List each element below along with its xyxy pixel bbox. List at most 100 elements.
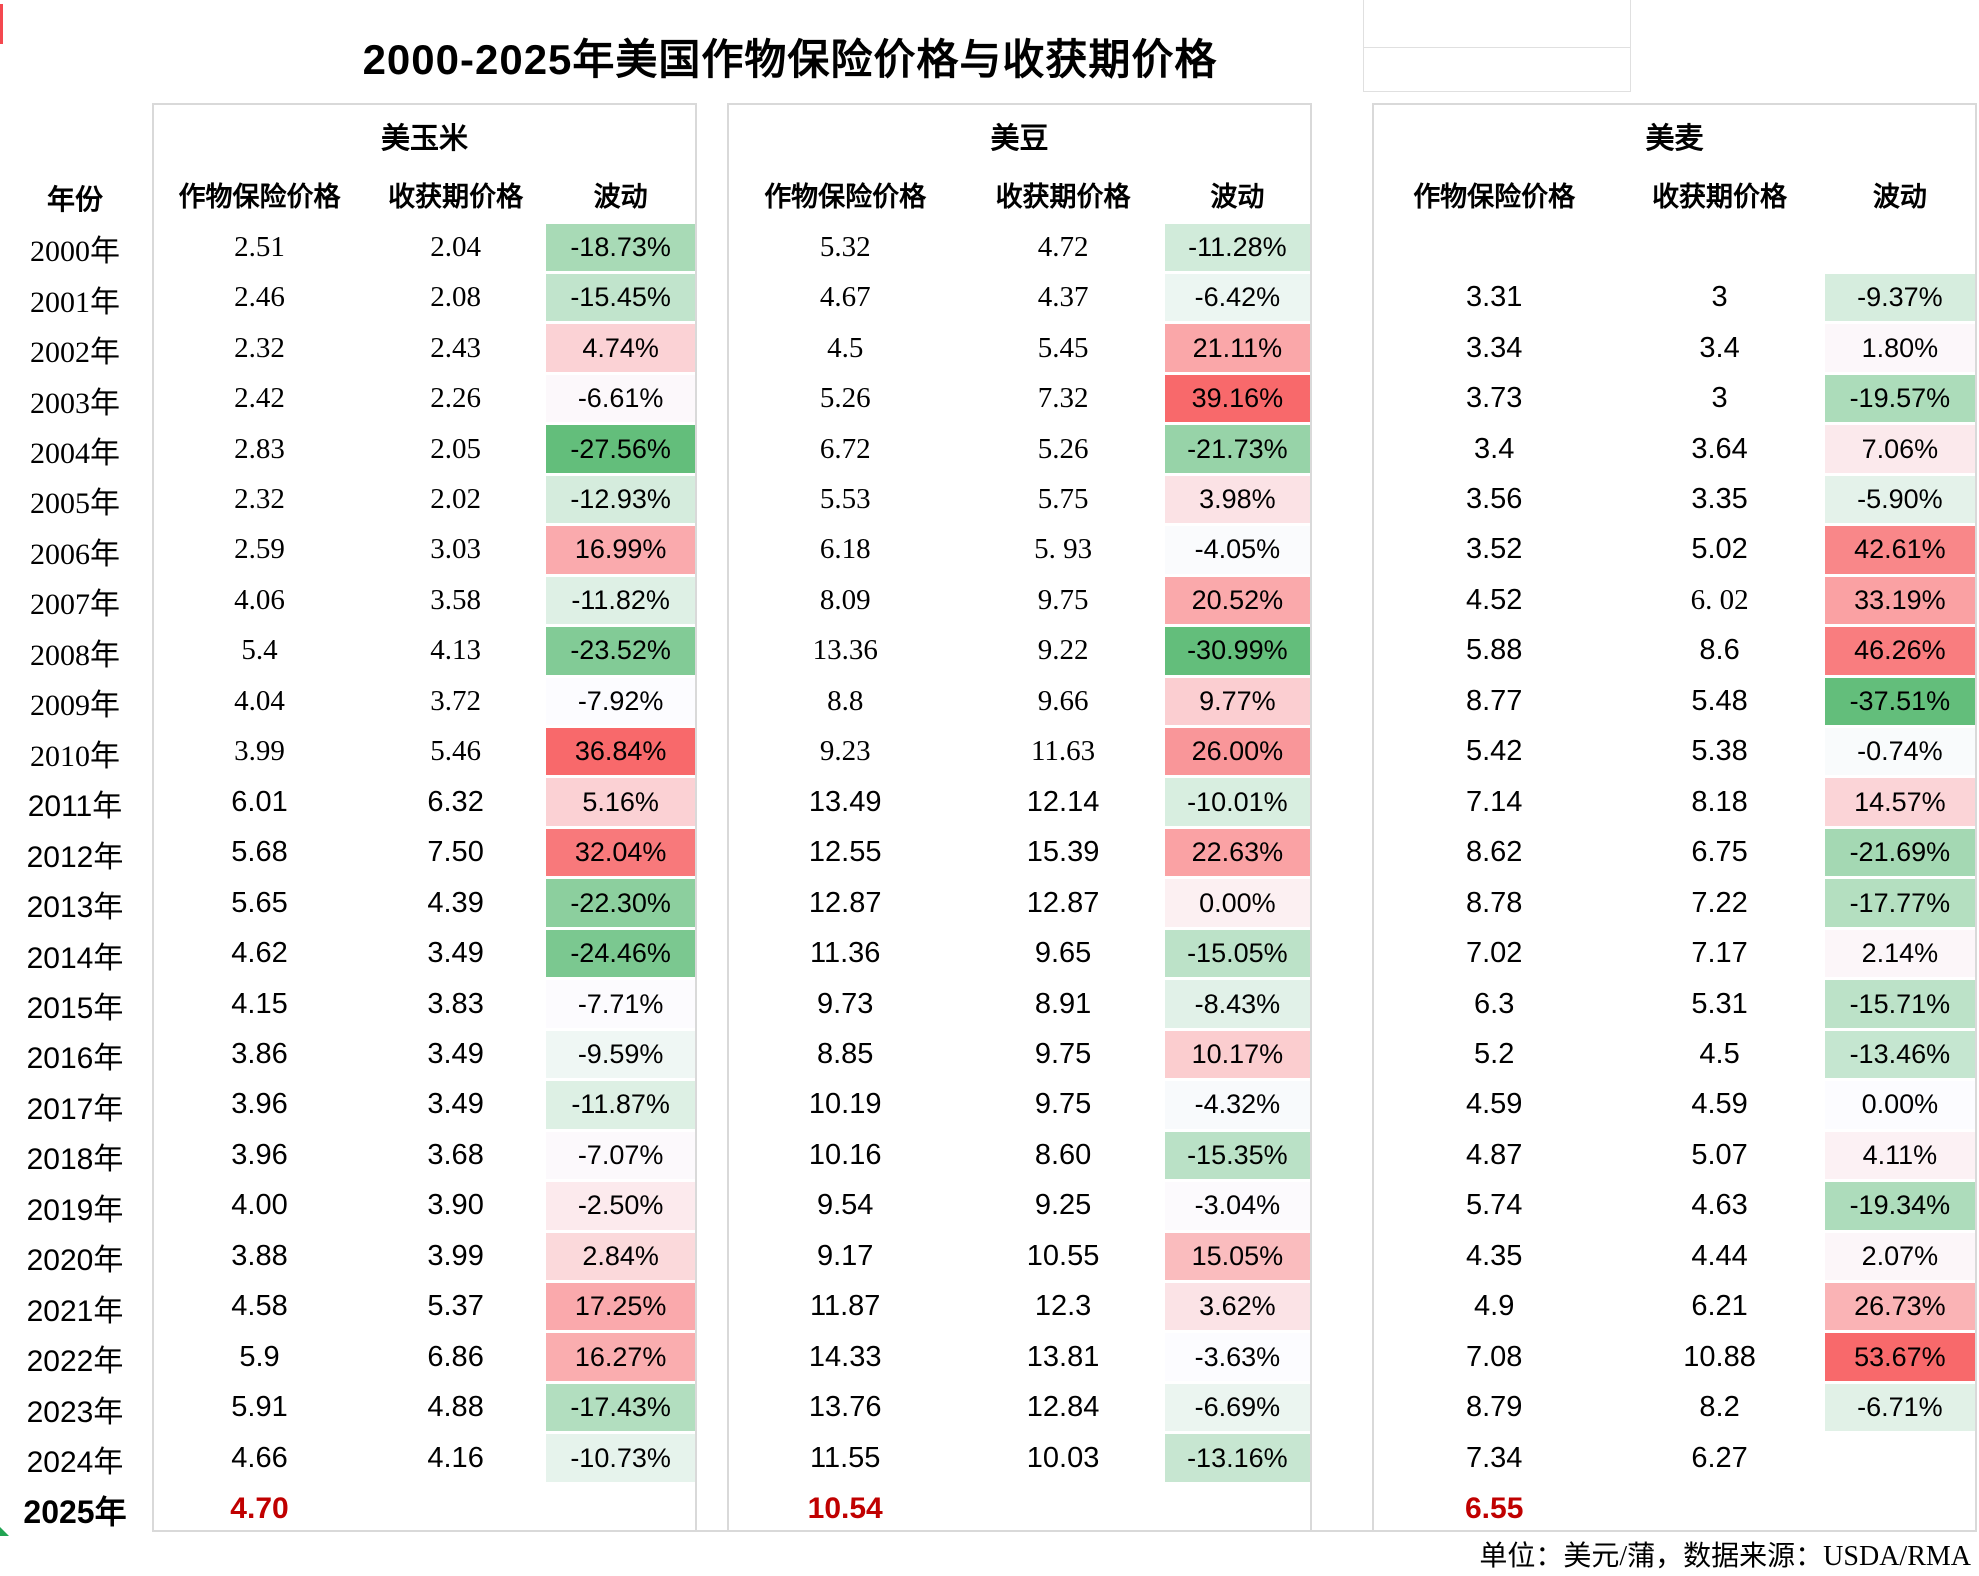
harvest-price-value: 9.75: [1034, 1037, 1092, 1070]
harvest-price-value: [1614, 222, 1824, 272]
volatility-value: -18.73%: [546, 223, 695, 271]
harvest-price-value: 4.37: [1037, 281, 1089, 314]
volatility-value: -11.82%: [546, 576, 695, 625]
harvest-price-value: 2.08: [430, 281, 481, 314]
table-row: 5.91 4.88 -17.43%: [154, 1382, 695, 1432]
crop-name-corn: 美玉米: [380, 123, 468, 155]
insurance-price-value: 2.32: [234, 482, 285, 515]
harvest-price-value: 5.07: [1691, 1138, 1748, 1171]
insurance-price-value: 5.4: [241, 634, 278, 667]
page-title: 2000-2025年美国作物保险价格与收获期价格: [362, 36, 1218, 83]
volatility-cell: 0.00%: [1164, 878, 1310, 928]
volatility-value: -19.57%: [1824, 374, 1975, 423]
harvest-price-value: 6.27: [1691, 1441, 1748, 1474]
volatility-value: 5.16%: [546, 778, 695, 826]
insurance-price-value: 4.58: [231, 1290, 288, 1323]
table-row: 5.9 6.86 16.27%: [154, 1332, 695, 1382]
table-row: 3.96 3.49 -11.87%: [154, 1080, 695, 1130]
corner-green-artifact: [0, 1527, 9, 1536]
table-row: 3.88 3.99 2.84%: [154, 1231, 695, 1281]
column-headers: 作物保险价格 收获期价格 波动: [1374, 167, 1975, 222]
table-row: 2.32 2.02 -12.93%: [154, 474, 695, 524]
harvest-price-value: 10.55: [1026, 1239, 1100, 1272]
table-row: 8.77 5.48 -37.51%: [1374, 676, 1975, 726]
table-row: 8.85 9.75 10.17%: [729, 1029, 1310, 1079]
insurance-price-value: 10.54: [807, 1491, 883, 1525]
volatility-value: -15.45%: [546, 273, 695, 322]
year-label: 2004年: [30, 437, 120, 471]
harvest-price-value: 7.50: [427, 836, 484, 869]
insurance-price-value: 3.52: [1465, 533, 1523, 566]
insurance-price-value: 3.96: [231, 1138, 288, 1171]
volatility-value: 2.14%: [1824, 929, 1975, 978]
table-row: 3.31 3 -9.37%: [1374, 272, 1975, 322]
harvest-price-value: 10.03: [1026, 1441, 1100, 1474]
volatility-value: 53.67%: [1824, 1333, 1975, 1381]
table-row: [1374, 222, 1975, 272]
volatility-value: -13.46%: [1824, 1030, 1975, 1079]
volatility-cell: [1825, 222, 1975, 272]
volatility-cell: [546, 1483, 695, 1533]
volatility-cell: -15.35%: [1164, 1130, 1310, 1180]
table-row: 3.52 5.02 42.61%: [1374, 525, 1975, 575]
volatility-cell: [1825, 1433, 1975, 1483]
harvest-price-header: 收获期价格: [1652, 182, 1788, 212]
volatility-cell: -18.73%: [546, 222, 695, 272]
volatility-cell: -15.45%: [546, 272, 695, 322]
insurance-price-value: 13.76: [808, 1391, 882, 1424]
harvest-price-value: 6. 02: [1690, 583, 1749, 616]
table-row: 13.76 12.84 -6.69%: [729, 1382, 1310, 1432]
volatility-value: 32.04%: [546, 828, 695, 877]
table-row: 5.32 4.72 -11.28%: [729, 222, 1310, 272]
harvest-price-value: 6.86: [427, 1340, 484, 1373]
gridline: [1363, 91, 1631, 92]
rows-corn: 2.51 2.04 -18.73% 2.46 2.08 -15.45% 2.32 2.43 4.…: [154, 222, 695, 1534]
volatility-cell: -10.73%: [546, 1433, 695, 1483]
volatility-cell: 21.11%: [1164, 323, 1310, 373]
section-corn: 美玉米 作物保险价格 收获期价格 波动 2.51 2.04 -18.73% 2.46 2.08 -…: [152, 103, 697, 1532]
volatility-cell: -4.05%: [1164, 525, 1310, 575]
volatility-cell: -15.05%: [1164, 928, 1310, 978]
table-row: 5.2 4.5 -13.46%: [1374, 1029, 1975, 1079]
insurance-price-value: 6.55: [1465, 1491, 1524, 1525]
year-labels: 2000年 2001年 2002年 2003年 2004年 2005年 2006年 2007年…: [0, 223, 150, 1535]
insurance-price-value: 5.26: [819, 382, 871, 415]
table-row: 2.51 2.04 -18.73%: [154, 222, 695, 272]
gridline: [1312, 1530, 1372, 1532]
year-label: 2006年: [30, 537, 120, 571]
table-row: 2.42 2.26 -6.61%: [154, 373, 695, 423]
harvest-price-value: 3.35: [1691, 482, 1748, 515]
table-row: 11.87 12.3 3.62%: [729, 1282, 1310, 1332]
year-label: 2025年: [23, 1493, 127, 1530]
section-wheat: 美麦 作物保险价格 收获期价格 波动 3.31 3 -9.37% 3.34 3.4 1.80% 3.…: [1372, 103, 1977, 1532]
year-label: 2016年: [26, 1042, 124, 1076]
insurance-price-value: 10.16: [808, 1138, 882, 1171]
volatility-cell: -11.87%: [546, 1080, 695, 1130]
table-row: 7.02 7.17 2.14%: [1374, 928, 1975, 978]
insurance-price-value: 4.35: [1465, 1239, 1523, 1272]
harvest-price-value: 5.75: [1037, 482, 1089, 515]
volatility-value: -21.73%: [1164, 425, 1310, 473]
insurance-price-value: 3.96: [231, 1088, 288, 1121]
volatility-cell: -0.74%: [1824, 727, 1975, 777]
harvest-price-value: 8.6: [1699, 634, 1740, 667]
harvest-price-value: 3.83: [427, 987, 484, 1020]
volatility-cell: -27.56%: [546, 424, 695, 474]
volatility-cell: -9.59%: [546, 1029, 695, 1079]
harvest-price-value: 5.37: [427, 1290, 484, 1323]
year-label: 2005年: [30, 487, 120, 521]
table-row: 4.58 5.37 17.25%: [154, 1282, 695, 1332]
insurance-price-value: 4.66: [231, 1441, 288, 1474]
harvest-price-value: 12.3: [1034, 1290, 1092, 1323]
harvest-price-value: 2.26: [430, 382, 481, 415]
table-row: 3.86 3.49 -9.59%: [154, 1029, 695, 1079]
table-row: 5.26 7.32 39.16%: [729, 373, 1310, 423]
table-row: 4.06 3.58 -11.82%: [154, 575, 695, 625]
volatility-value: -21.69%: [1824, 828, 1975, 877]
volatility-cell: -5.90%: [1824, 474, 1975, 524]
volatility-value: 3.98%: [1164, 475, 1310, 524]
harvest-price-value: 8.2: [1699, 1391, 1740, 1424]
volatility-value: 33.19%: [1824, 576, 1975, 625]
insurance-price-value: 8.8: [827, 684, 864, 717]
volatility-cell: 16.27%: [546, 1332, 695, 1382]
